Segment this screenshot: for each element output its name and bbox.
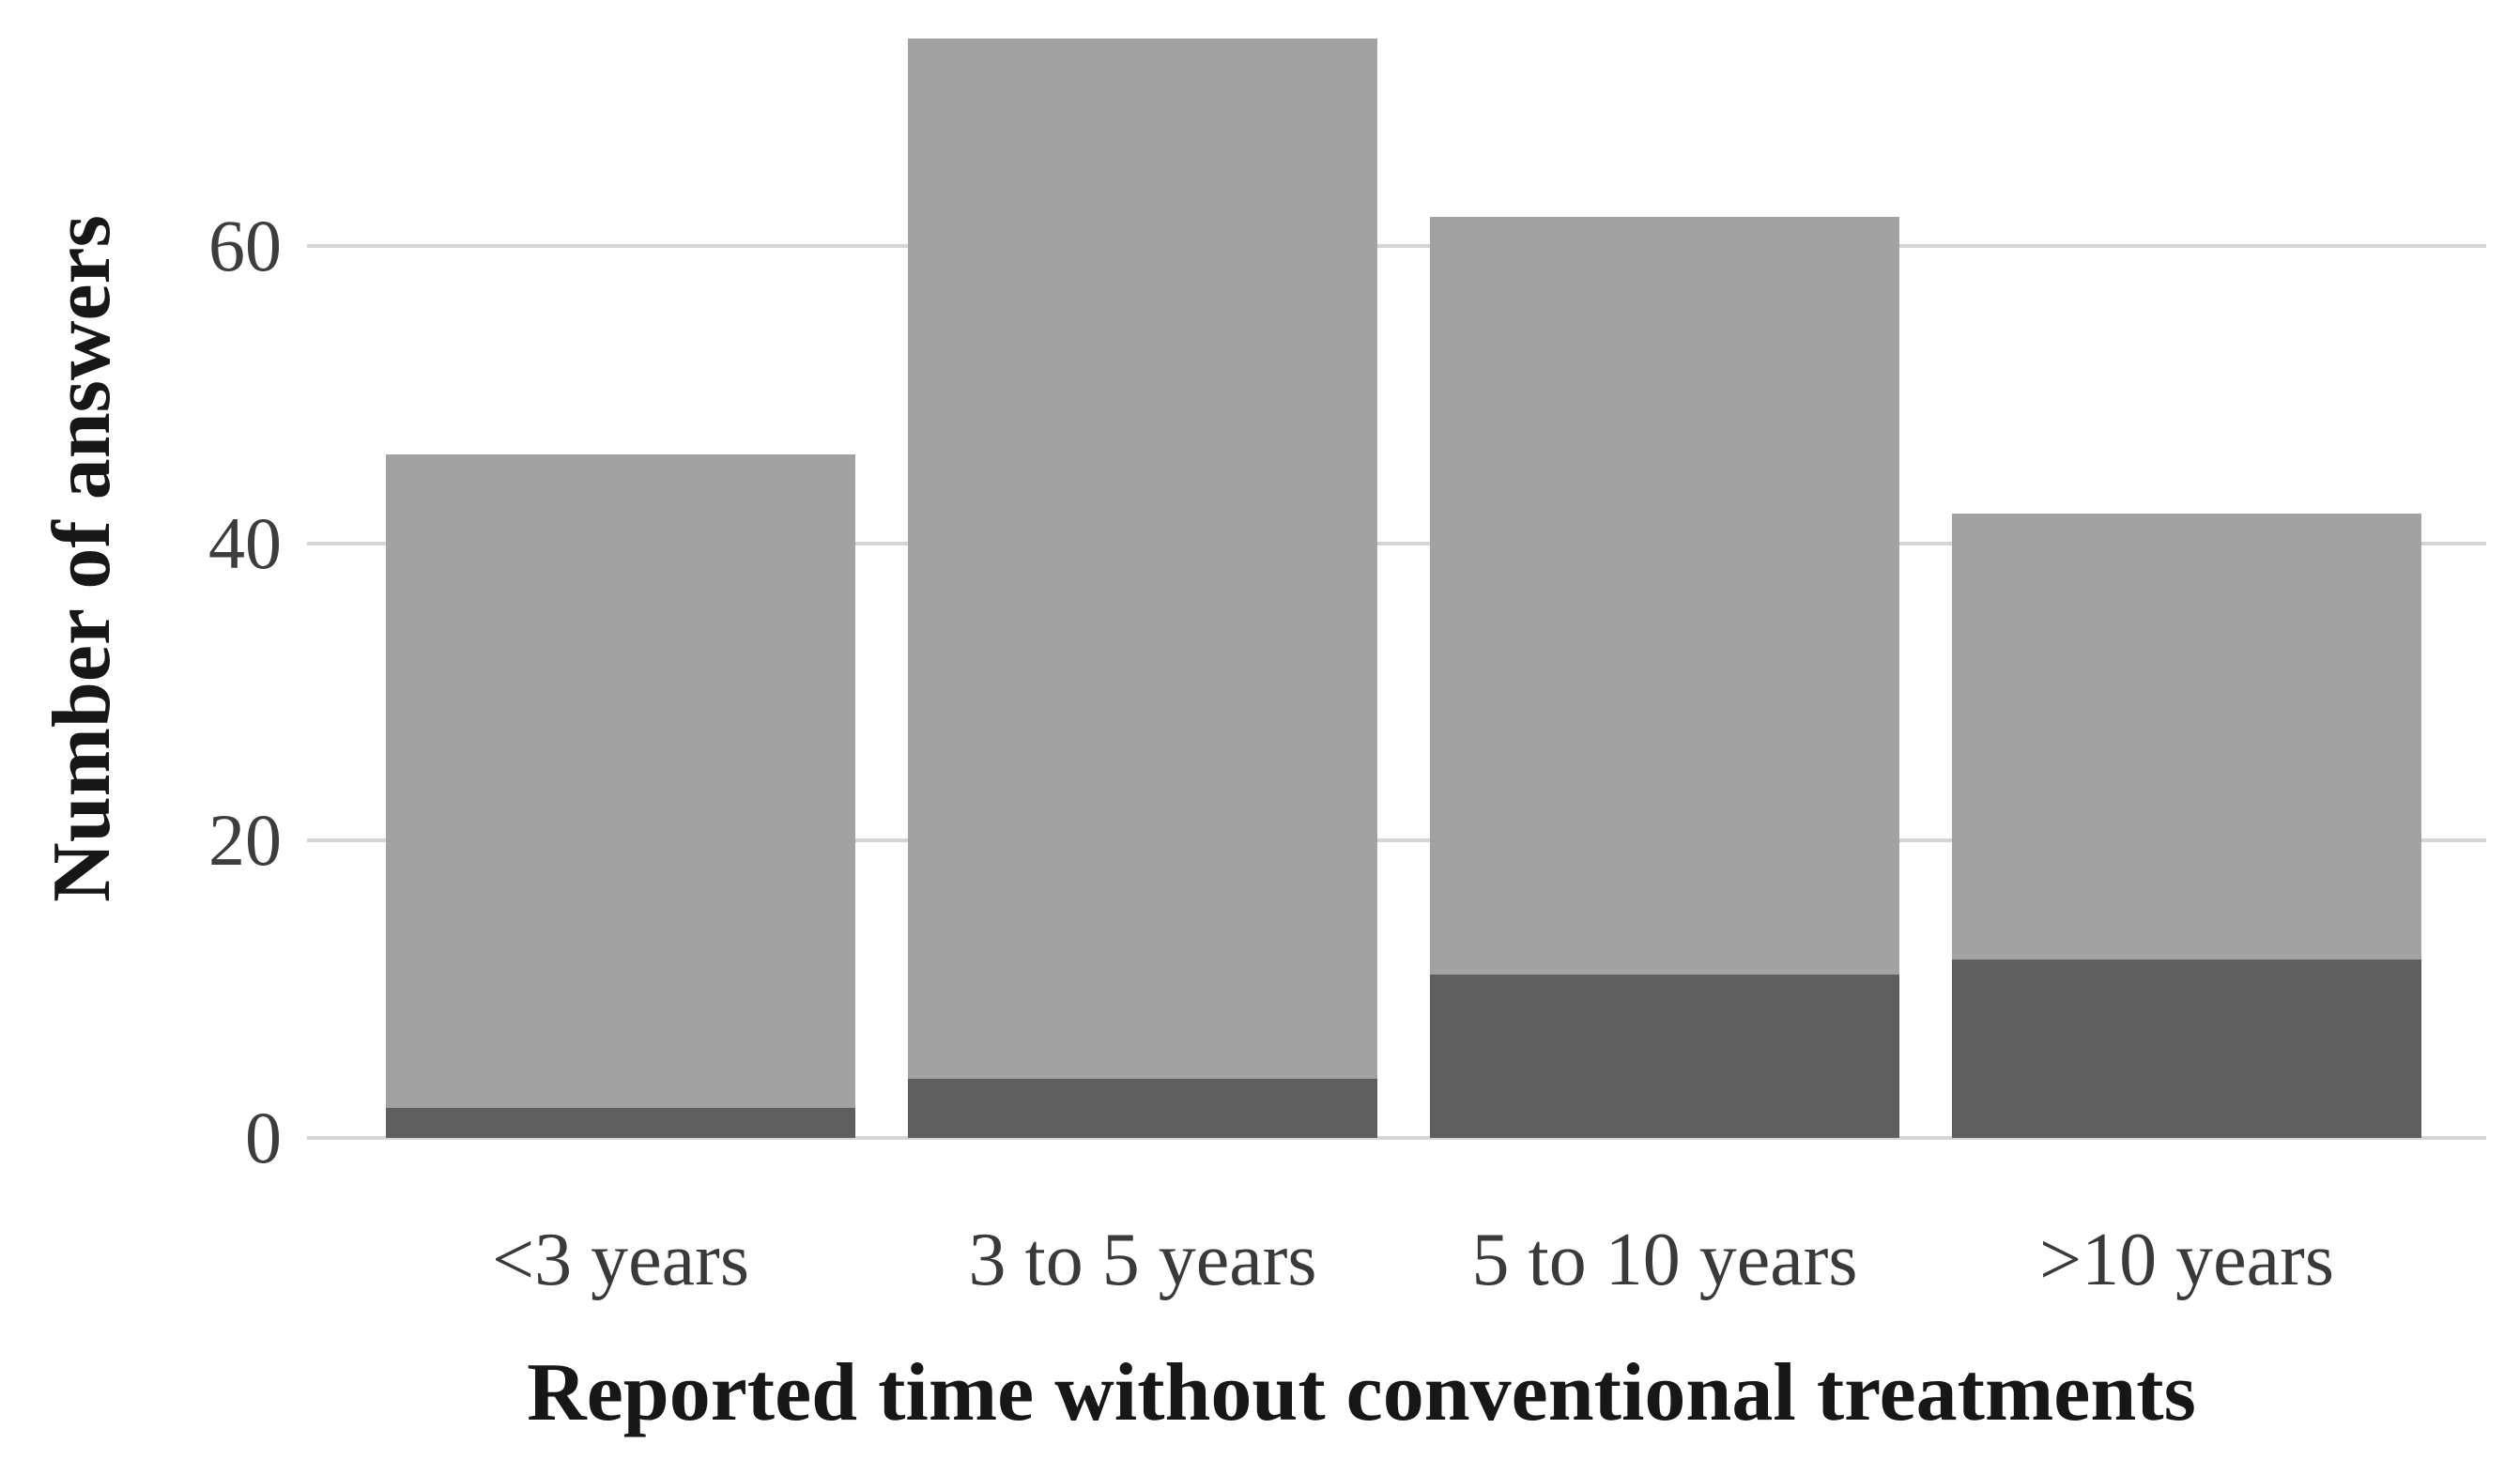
y-tick-label-60: 60 bbox=[208, 205, 282, 287]
bar-3-segment-light bbox=[1430, 216, 1899, 975]
gridline-y-60 bbox=[307, 244, 2486, 249]
bar-2-segment-light bbox=[908, 38, 1377, 1079]
bar-4-segment-light bbox=[1952, 514, 2421, 960]
bar-1-segment-light bbox=[386, 453, 855, 1109]
x-tick-label-4: >10 years bbox=[2039, 1219, 2334, 1301]
bar-3-segment-dark bbox=[1430, 974, 1899, 1138]
x-tick-label-1: <3 years bbox=[492, 1219, 749, 1301]
y-tick-label-40: 40 bbox=[208, 501, 282, 584]
y-tick-label-0: 0 bbox=[245, 1097, 282, 1178]
bar-1-segment-dark bbox=[386, 1108, 855, 1138]
x-tick-label-2: 3 to 5 years bbox=[968, 1219, 1317, 1301]
gridline-y-20 bbox=[307, 838, 2486, 843]
x-tick-label-3: 5 to 10 years bbox=[1471, 1219, 1858, 1301]
bar-2-segment-dark bbox=[908, 1078, 1377, 1138]
x-axis-title: Reported time without conventional treat… bbox=[527, 1347, 2196, 1438]
bar-4-segment-dark bbox=[1952, 960, 2421, 1138]
y-tick-label-20: 20 bbox=[208, 799, 282, 882]
gridline-y-40 bbox=[307, 541, 2486, 545]
gridline-y-0 bbox=[307, 1136, 2486, 1140]
